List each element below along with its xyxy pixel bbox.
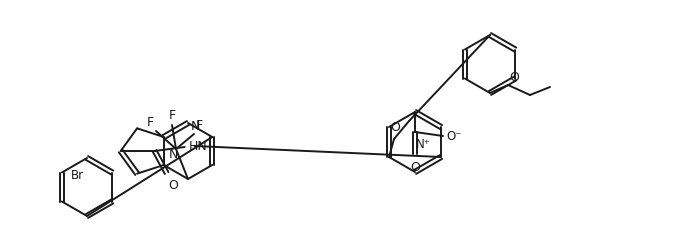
Text: HN: HN — [189, 139, 207, 152]
Text: O: O — [509, 71, 519, 84]
Text: O: O — [410, 160, 420, 173]
Text: O⁻: O⁻ — [446, 130, 462, 143]
Text: N⁺: N⁺ — [416, 138, 431, 150]
Text: F: F — [147, 116, 154, 128]
Text: Br: Br — [71, 168, 84, 181]
Text: N: N — [191, 119, 201, 132]
Text: F: F — [168, 108, 176, 122]
Text: F: F — [196, 118, 203, 132]
Text: O: O — [169, 178, 179, 191]
Text: O: O — [390, 120, 400, 134]
Text: N: N — [169, 148, 178, 160]
